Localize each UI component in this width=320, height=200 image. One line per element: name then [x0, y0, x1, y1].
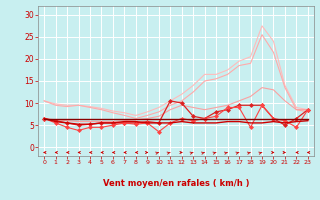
- X-axis label: Vent moyen/en rafales ( km/h ): Vent moyen/en rafales ( km/h ): [103, 179, 249, 188]
